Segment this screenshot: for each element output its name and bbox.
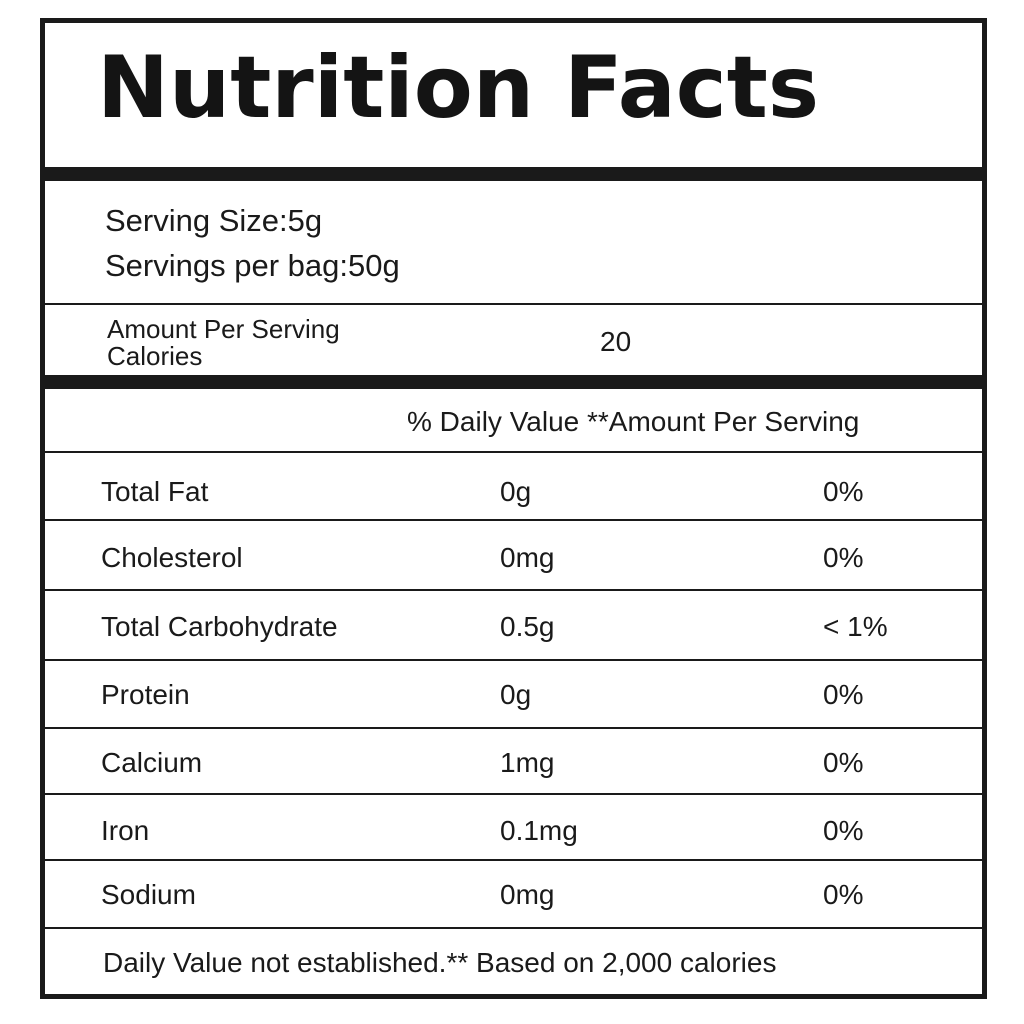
calories-value: 20: [600, 326, 632, 357]
row-divider: [45, 727, 982, 729]
serving-size-text: Serving Size:5g: [105, 203, 323, 238]
nutrient-amount: 0.5g: [500, 611, 555, 642]
nutrient-name: Iron: [101, 815, 150, 846]
nutrient-row: Cholesterol 0mg 0%: [45, 521, 982, 589]
nutrient-row: Total Fat 0g 0%: [45, 453, 982, 519]
divider-header: [45, 451, 982, 453]
nutrient-name: Total Fat: [101, 476, 209, 507]
row-divider: [45, 519, 982, 521]
divider-serving: [45, 303, 982, 305]
nutrient-amount: 0mg: [500, 879, 555, 910]
nutrient-daily-value: 0%: [823, 815, 864, 846]
nutrient-row: Calcium 1mg 0%: [45, 729, 982, 793]
row-divider: [45, 659, 982, 661]
amount-per-serving-label: Amount Per Serving: [107, 314, 340, 344]
nutrient-daily-value: 0%: [823, 542, 864, 573]
servings-per-bag-text: Servings per bag:50g: [105, 248, 400, 283]
thick-divider-calories: [45, 375, 982, 389]
nutrient-name: Protein: [101, 679, 190, 710]
nutrient-name: Total Carbohydrate: [101, 611, 338, 642]
title-section: Nutrition Facts: [45, 23, 982, 167]
nutrition-facts-label: Nutrition Facts Serving Size:5g Servings…: [40, 18, 987, 999]
footer-note: Daily Value not established.** Based on …: [103, 947, 777, 978]
nutrient-row: Protein 0g 0%: [45, 661, 982, 727]
nutrient-daily-value: 0%: [823, 747, 864, 778]
nutrient-daily-value: 0%: [823, 679, 864, 710]
thick-divider-top: [45, 167, 982, 181]
nutrient-name: Sodium: [101, 879, 196, 910]
nutrient-name: Calcium: [101, 747, 203, 778]
daily-value-header: % Daily Value **Amount Per Serving: [407, 406, 860, 437]
nutrient-row: Sodium 0mg 0%: [45, 861, 982, 927]
row-divider: [45, 859, 982, 861]
nutrient-daily-value: 0%: [823, 879, 864, 910]
nutrient-row: Iron 0.1mg 0%: [45, 795, 982, 859]
nutrient-amount: 1mg: [500, 747, 555, 778]
row-divider: [45, 927, 982, 929]
nutrient-daily-value: 0%: [823, 476, 864, 507]
nutrient-amount: 0.1mg: [500, 815, 578, 846]
nutrient-amount: 0g: [500, 476, 532, 507]
nutrient-daily-value: < 1%: [823, 611, 888, 642]
nutrient-amount: 0g: [500, 679, 532, 710]
row-divider: [45, 589, 982, 591]
row-divider: [45, 793, 982, 795]
calories-label: Calories: [107, 341, 203, 371]
label-title: Nutrition Facts: [97, 38, 820, 138]
nutrient-amount: 0mg: [500, 542, 555, 573]
nutrient-name: Cholesterol: [101, 542, 243, 573]
nutrient-row: Total Carbohydrate 0.5g < 1%: [45, 591, 982, 659]
